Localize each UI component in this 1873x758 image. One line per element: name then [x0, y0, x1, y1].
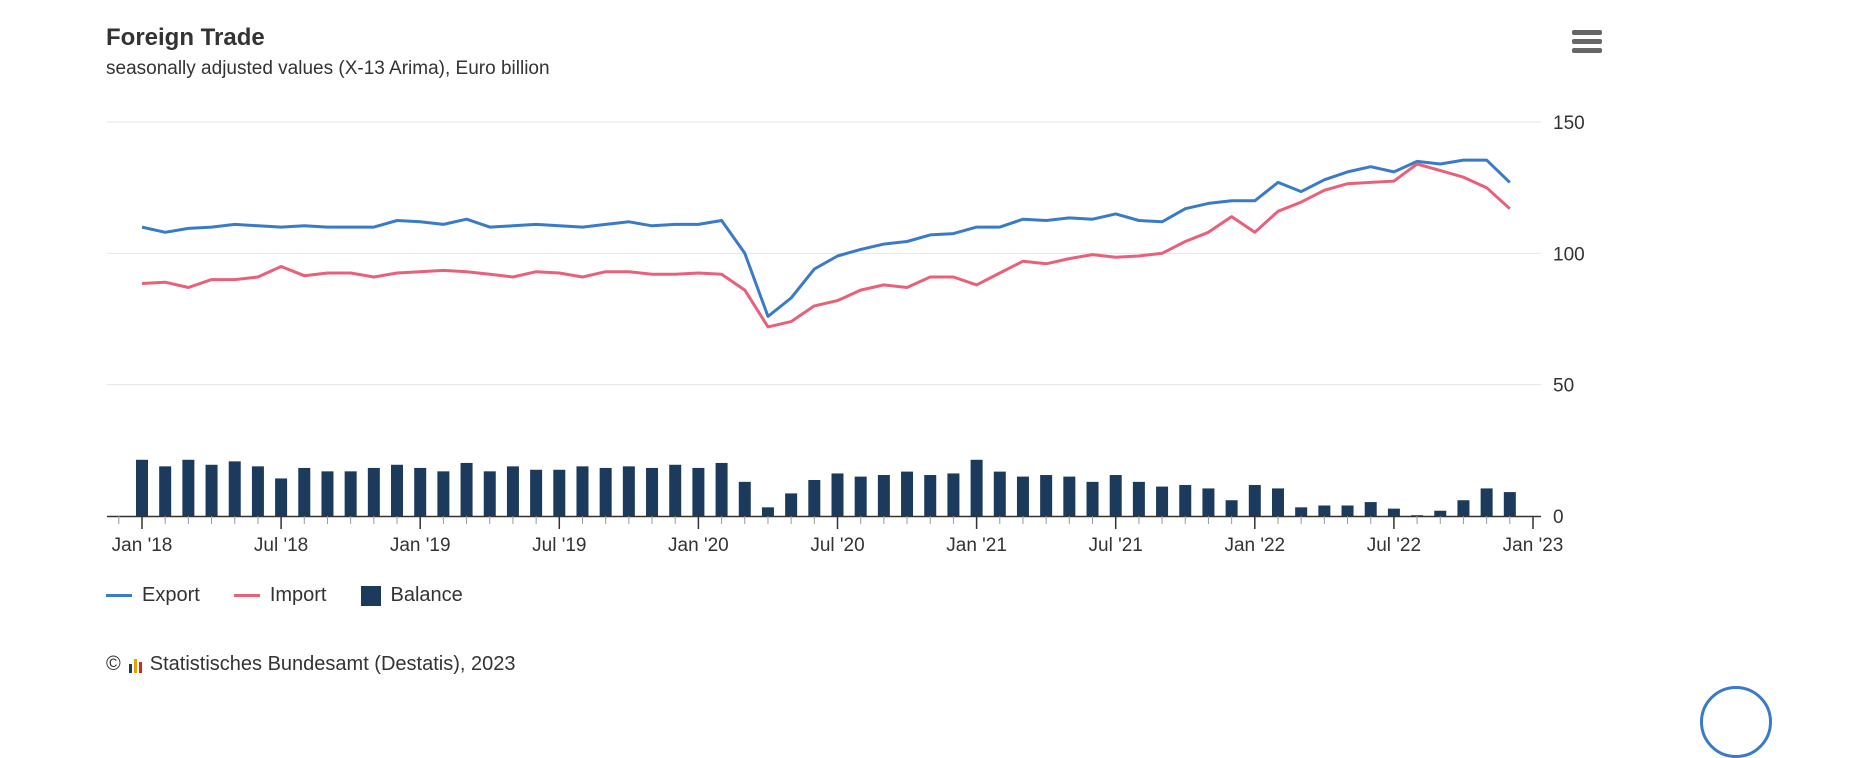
x-tick-label: Jan '18 — [112, 535, 173, 556]
import-swatch — [233, 594, 260, 597]
legend-item-export[interactable]: Export — [106, 584, 200, 607]
balance-bar — [576, 466, 589, 516]
balance-bar — [761, 507, 774, 516]
balance-bar — [669, 464, 682, 516]
balance-bar — [1179, 485, 1192, 516]
balance-bar — [947, 473, 960, 516]
balance-bar — [924, 475, 937, 516]
legend-item-import[interactable]: Import — [233, 584, 327, 607]
x-tick-label: Jul '19 — [532, 535, 586, 556]
y-tick-label: 100 — [1553, 244, 1585, 265]
legend-item-balance[interactable]: Balance — [360, 584, 463, 607]
balance-bar — [414, 467, 427, 516]
balance-bar — [970, 459, 983, 516]
x-tick-label: Jul '21 — [1089, 535, 1143, 556]
legend-label: Export — [142, 584, 200, 606]
balance-bar — [646, 467, 659, 516]
balance-bar — [877, 475, 890, 516]
balance-bar — [228, 461, 241, 516]
balance-bar — [159, 466, 172, 516]
balance-bar — [1411, 515, 1424, 516]
balance-bar — [321, 471, 334, 516]
hamburger-menu-icon[interactable] — [1572, 30, 1602, 56]
balance-bar — [460, 462, 473, 516]
chart-plot: 0 50 100 150 Jan '18 Jul '18 Jan '19 Jul '19 Jan… — [107, 113, 1585, 556]
balance-bar — [1434, 510, 1447, 516]
balance-bar — [530, 469, 543, 516]
balance-bar — [1295, 507, 1308, 516]
credits-text: Statistisches Bundesamt (Destatis), 2023 — [149, 653, 516, 675]
balance-bar — [599, 467, 612, 516]
balance-swatch — [360, 585, 381, 606]
balance-bar — [808, 480, 821, 516]
balance-bar — [344, 471, 357, 516]
destatis-logo-icon — [128, 657, 142, 673]
x-tick-label: Jan '21 — [946, 535, 1007, 556]
balance-bar — [1387, 508, 1400, 516]
x-tick-label: Jan '20 — [668, 535, 729, 556]
balance-bar — [854, 476, 867, 516]
balance-bar — [391, 464, 404, 516]
balance-bar — [437, 471, 450, 516]
x-tick-label: Jul '20 — [810, 535, 864, 556]
balance-bar — [1132, 481, 1145, 516]
balance-bar — [1202, 488, 1215, 516]
balance-bar — [1086, 481, 1099, 516]
balance-bar — [1016, 476, 1029, 516]
balance-bar — [1225, 500, 1238, 516]
balance-bar — [1364, 502, 1377, 516]
chart-title: Foreign Trade — [106, 24, 265, 51]
balance-bar — [182, 459, 195, 516]
balance-bar — [692, 467, 705, 516]
balance-bar — [1503, 492, 1516, 516]
balance-bar — [275, 478, 288, 516]
balance-bar — [993, 471, 1006, 516]
balance-bar — [1040, 475, 1053, 516]
balance-bar — [1457, 500, 1470, 516]
balance-bar — [506, 466, 519, 516]
y-tick-label: 0 — [1553, 507, 1564, 528]
legend: Export Import Balance — [106, 584, 463, 607]
chart-subtitle: seasonally adjusted values (X-13 Arima),… — [106, 58, 550, 79]
credits[interactable]: © Statistisches Bundesamt (Destatis), 20… — [106, 653, 515, 676]
balance-bar — [715, 462, 728, 516]
import-line — [141, 162, 1511, 329]
scroll-top-button[interactable] — [1700, 686, 1772, 758]
x-tick-label: Jul '18 — [254, 535, 308, 556]
x-tick-label: Jan '23 — [1503, 535, 1564, 556]
balance-bar — [901, 471, 914, 516]
export-swatch — [106, 594, 132, 597]
x-tick-label: Jan '19 — [390, 535, 451, 556]
balance-bar — [367, 467, 380, 516]
balance-bar — [1109, 475, 1122, 516]
balance-bar — [1271, 488, 1284, 516]
export-line — [141, 158, 1511, 318]
balance-bar — [738, 481, 751, 516]
y-tick-label: 150 — [1553, 113, 1585, 134]
balance-bar — [1156, 486, 1169, 516]
balance-bar — [785, 493, 798, 516]
balance-bar — [1480, 488, 1493, 516]
copyright-symbol: © — [106, 653, 121, 675]
balance-bar — [1063, 476, 1076, 516]
x-tick-label: Jul '22 — [1367, 535, 1421, 556]
legend-label: Import — [269, 584, 327, 606]
legend-label: Balance — [390, 584, 463, 606]
balance-bar — [251, 466, 264, 516]
balance-bar — [831, 473, 844, 516]
balance-bar — [1318, 505, 1331, 516]
balance-bar — [1341, 505, 1354, 516]
balance-bar — [622, 466, 635, 516]
balance-bar — [205, 464, 218, 516]
balance-bar — [553, 469, 566, 516]
balance-bar — [136, 459, 148, 516]
balance-bar — [298, 467, 311, 516]
y-tick-label: 50 — [1553, 376, 1574, 397]
balance-bar — [1248, 485, 1261, 516]
x-tick-label: Jan '22 — [1224, 535, 1285, 556]
balance-bar — [483, 471, 496, 516]
